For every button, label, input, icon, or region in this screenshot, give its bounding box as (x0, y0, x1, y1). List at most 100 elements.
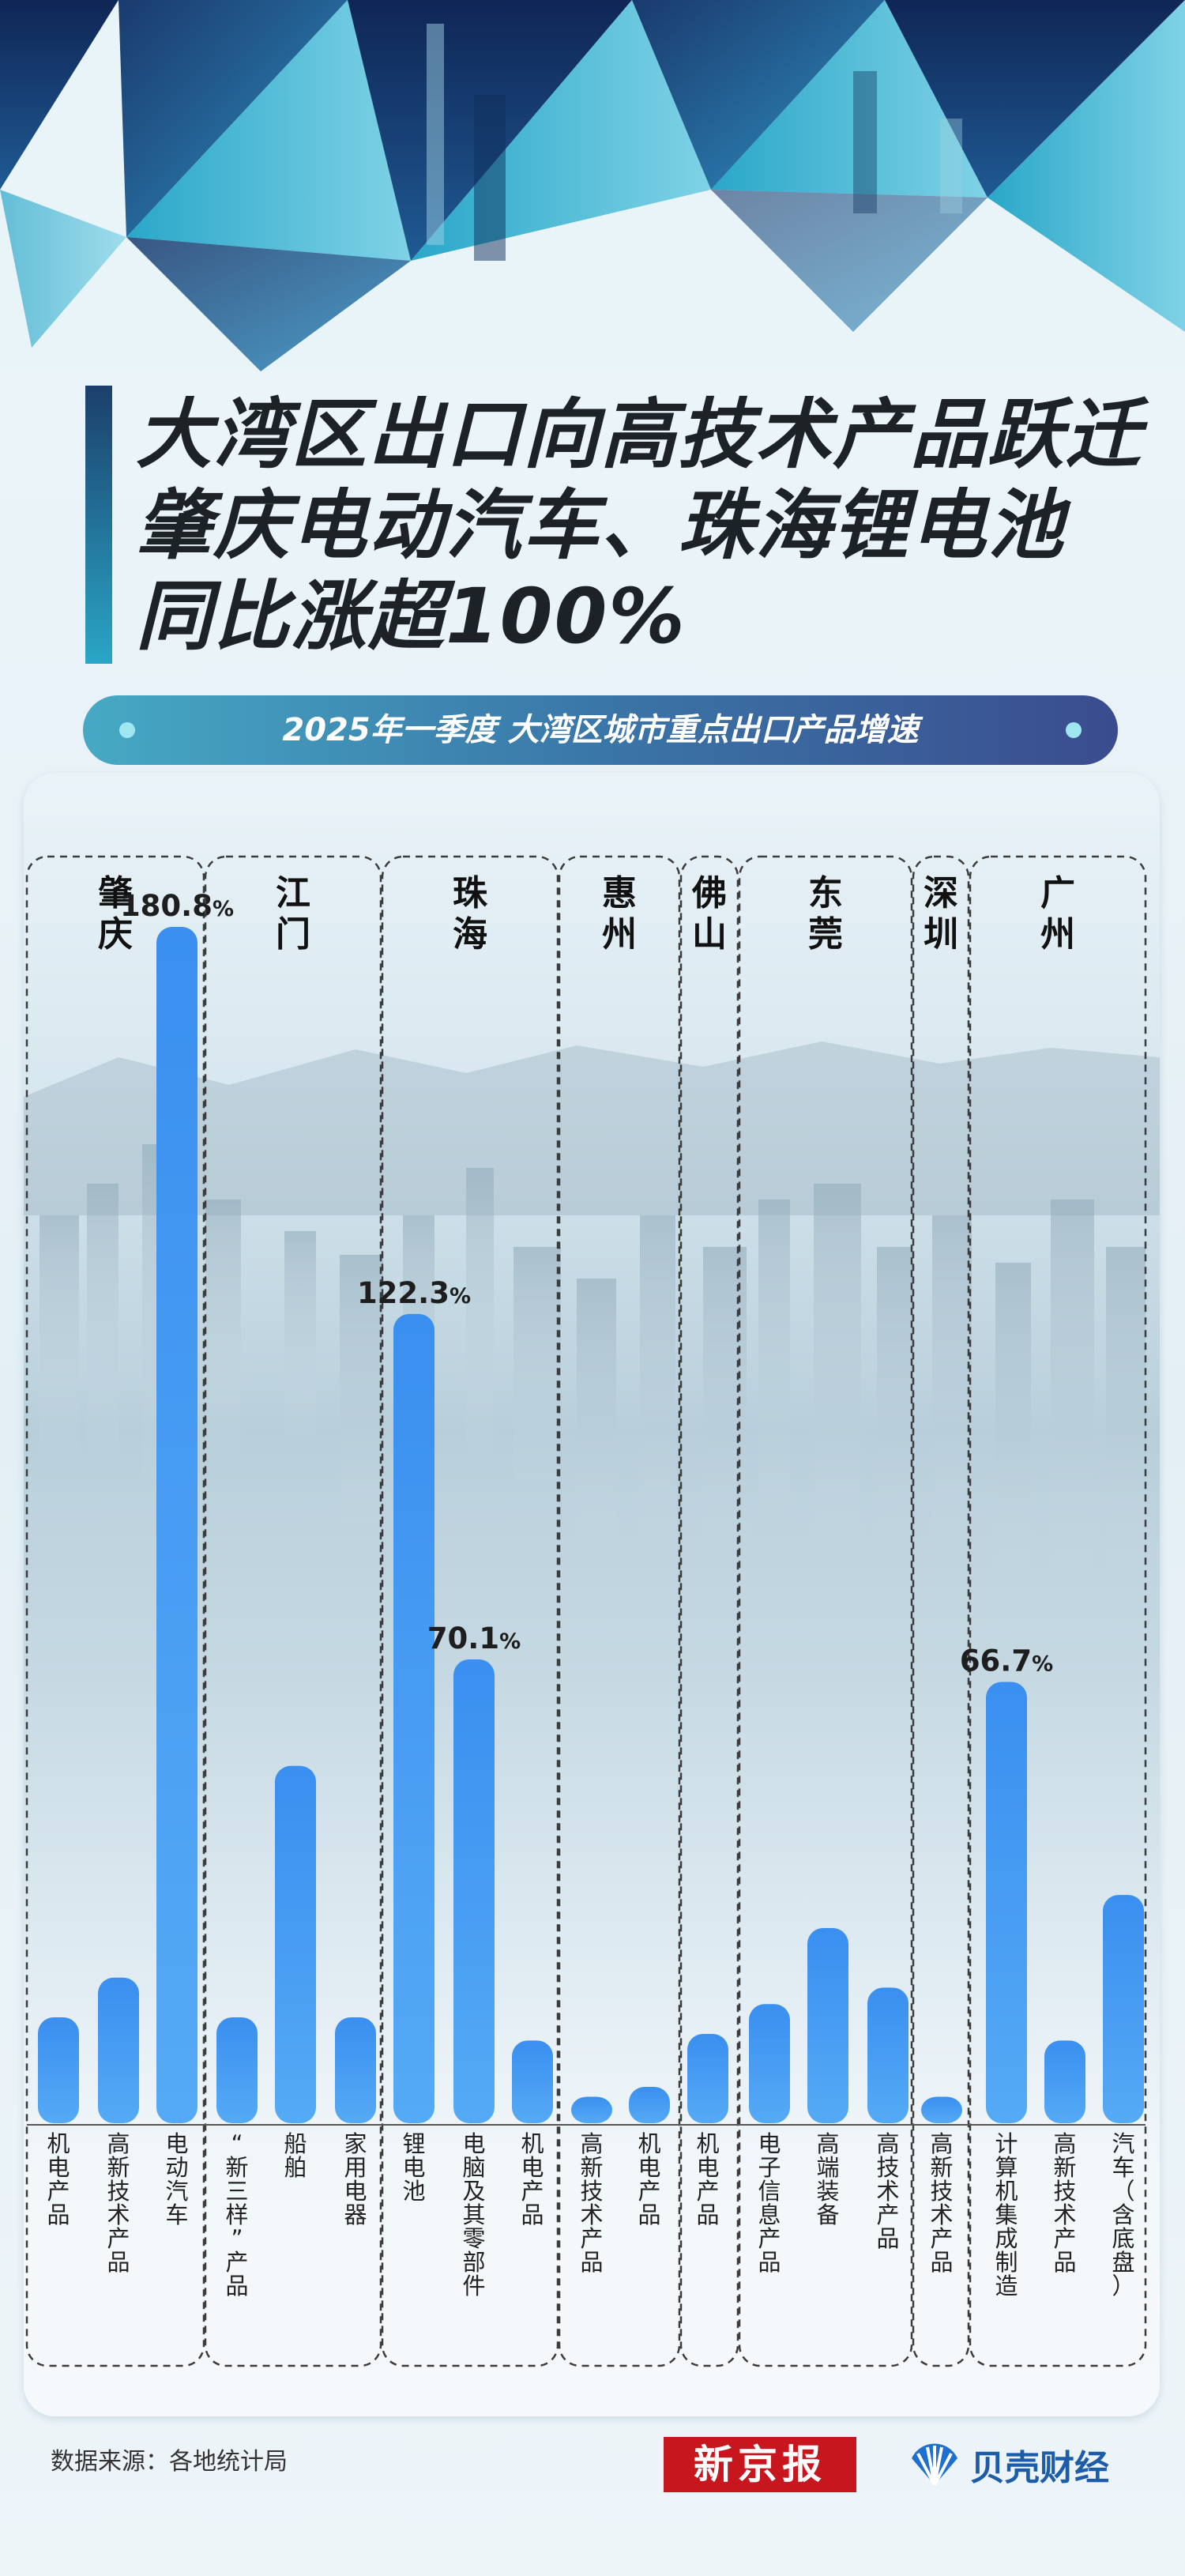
category-label-char: 品 (1053, 2249, 1076, 2276)
category-label-char: 用 (344, 2154, 367, 2181)
category-label-char: 新 (225, 2154, 248, 2181)
category-label-char: 术 (580, 2201, 603, 2228)
category-label-char: 品 (521, 2201, 544, 2228)
city-group-frame (558, 855, 681, 2367)
category-label-char: 车 (165, 2201, 188, 2228)
skyline-building (758, 1199, 790, 1516)
skyline-building (87, 1184, 118, 1452)
skyline-building (877, 1247, 912, 1547)
city-label-char: 惠 (602, 873, 637, 913)
category-label-char: 机 (696, 2130, 719, 2157)
category-label-char: 产 (580, 2225, 603, 2252)
bar (1103, 1895, 1144, 2123)
city-label-char: 深 (924, 873, 958, 913)
skyline-building (40, 1215, 79, 1452)
category-label-char: 产 (107, 2225, 130, 2252)
category-label-char: 品 (876, 2225, 899, 2252)
category-label-char: 产 (47, 2178, 70, 2205)
category-label-char: 机 (638, 2130, 660, 2157)
skyline-building (466, 1168, 494, 1452)
city-label-char: 海 (453, 914, 487, 955)
mountain-silhouette (24, 1041, 1160, 1215)
category-label-char: 电 (462, 2130, 485, 2157)
bar (156, 927, 198, 2123)
category-label-char: 产 (1053, 2225, 1076, 2252)
category-label-char: 电 (758, 2130, 781, 2157)
bar (216, 2017, 258, 2123)
category-label-char: 件 (462, 2273, 485, 2299)
category-label-char: 池 (402, 2178, 425, 2205)
category-label-char: 动 (165, 2154, 188, 2181)
category-label-char: 高 (930, 2130, 953, 2157)
title-line-3: 同比涨超100% (136, 572, 687, 661)
category-label-char: 品 (758, 2249, 781, 2276)
category-label-char: 品 (930, 2249, 953, 2276)
category-label-char: 集 (995, 2201, 1018, 2228)
bar (38, 2017, 79, 2123)
city-group-frame (969, 855, 1147, 2367)
category-label-char: 船 (284, 2130, 307, 2157)
category-label-char: 造 (995, 2273, 1018, 2299)
category-label-char: 技 (876, 2154, 899, 2181)
subtitle-dot-right (1066, 722, 1082, 738)
city-label-char: 东 (808, 873, 843, 913)
category-label-char: 成 (995, 2225, 1018, 2252)
category-label-char: 高 (1053, 2130, 1076, 2157)
category-label-char: 汽 (1112, 2130, 1134, 2157)
beike-logo: 贝壳财经 (907, 2437, 1109, 2492)
category-label-char: 电 (402, 2154, 425, 2181)
category-label-char: 品 (638, 2201, 660, 2228)
category-label-char: 及 (462, 2178, 485, 2205)
bar (867, 1987, 908, 2123)
category-label-char: 电 (696, 2154, 719, 2181)
bar (1044, 2040, 1085, 2123)
subtitle-dot-left (119, 722, 135, 738)
skyline-building (284, 1231, 316, 1437)
bar (629, 2086, 670, 2123)
city-group-frame (25, 855, 205, 2367)
category-label-char: 三 (225, 2178, 248, 2205)
category-label-char: 产 (696, 2178, 719, 2205)
data-label: 66.7% (960, 1644, 1053, 1678)
bar-chart: 肇庆机电产品高新技术产品180.8%电动汽车江门“新三样”产品船舶家用电器珠海1… (24, 855, 1160, 2367)
skyline-building (1106, 1247, 1146, 1579)
bar (98, 1977, 139, 2123)
category-label-char: 电 (47, 2154, 70, 2181)
city-label-char: 江 (276, 873, 310, 913)
subtitle-banner: 2025年一季度 大湾区城市重点出口产品增速 (83, 695, 1118, 765)
category-label-char: 计 (995, 2130, 1018, 2157)
category-label-char: （ (1112, 2178, 1134, 2205)
category-label-char: 锂 (402, 2130, 425, 2157)
category-label-char: 舶 (284, 2154, 307, 2181)
category-label-char: 新 (930, 2154, 953, 2181)
city-label-char: 肇 (98, 873, 133, 913)
category-label-char: 底 (1112, 2225, 1134, 2252)
category-label-char: 产 (876, 2201, 899, 2228)
category-label-char: 产 (521, 2178, 544, 2205)
bar (512, 2040, 553, 2123)
category-label-char: 术 (930, 2201, 953, 2228)
category-label-char: 新 (580, 2154, 603, 2181)
skyline-building (340, 1255, 383, 1523)
bar (749, 2004, 790, 2123)
bar (275, 1765, 316, 2123)
data-label: 70.1% (427, 1621, 521, 1655)
skyline-building (995, 1263, 1031, 1579)
skyline-building (577, 1279, 616, 1539)
category-label-char: 高 (580, 2130, 603, 2157)
category-label-char: 技 (107, 2178, 130, 2205)
city-group-frame (679, 855, 739, 2367)
category-label-char: 新 (107, 2154, 130, 2181)
category-label-char: 高 (107, 2130, 130, 2157)
category-label-char: 电 (344, 2178, 367, 2205)
beike-logo-text: 贝壳财经 (970, 2449, 1109, 2487)
bar (571, 2096, 612, 2123)
data-label: 180.8% (120, 889, 234, 923)
category-label-char: 产 (930, 2225, 953, 2252)
category-label-char: 含 (1112, 2201, 1134, 2228)
category-label-char: 器 (344, 2201, 367, 2228)
skyline-building (205, 1199, 241, 1452)
bar (687, 2033, 728, 2123)
bar (393, 1313, 434, 2123)
city-group-frame (738, 855, 913, 2367)
